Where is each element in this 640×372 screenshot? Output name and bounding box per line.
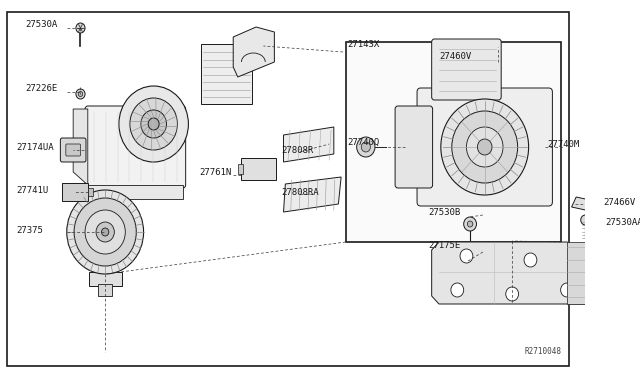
FancyBboxPatch shape [60, 138, 86, 162]
FancyBboxPatch shape [66, 144, 81, 156]
Circle shape [524, 253, 537, 267]
Text: 27466V: 27466V [604, 198, 636, 206]
Circle shape [76, 23, 85, 33]
Polygon shape [88, 185, 183, 199]
Text: 27740Q: 27740Q [348, 138, 380, 147]
Text: 27174UA: 27174UA [17, 142, 54, 151]
Circle shape [130, 98, 177, 150]
Circle shape [67, 190, 143, 274]
Text: R2710048: R2710048 [525, 347, 561, 356]
Circle shape [141, 110, 166, 138]
Circle shape [78, 92, 83, 96]
Circle shape [102, 228, 109, 236]
Circle shape [460, 249, 473, 263]
Polygon shape [73, 109, 88, 185]
Circle shape [451, 283, 464, 297]
Text: 27375: 27375 [17, 225, 44, 234]
Polygon shape [284, 127, 334, 162]
Text: 27808RA: 27808RA [282, 187, 319, 196]
Bar [98, 284, 113, 296]
Text: 27761N: 27761N [200, 167, 232, 176]
Polygon shape [431, 242, 586, 304]
Text: 27530A: 27530A [26, 19, 58, 29]
Bar [88, 188, 93, 196]
Circle shape [477, 139, 492, 155]
Polygon shape [572, 197, 599, 212]
Circle shape [441, 99, 529, 195]
Circle shape [580, 215, 590, 225]
Text: 27808R: 27808R [282, 145, 314, 154]
Text: 27741U: 27741U [17, 186, 49, 195]
Bar [201, 44, 252, 104]
Circle shape [361, 142, 371, 152]
FancyBboxPatch shape [395, 106, 433, 188]
Polygon shape [233, 27, 275, 77]
Bar [62, 183, 88, 201]
Bar [238, 164, 243, 174]
Circle shape [506, 287, 518, 301]
Text: 27530B: 27530B [428, 208, 460, 217]
Circle shape [356, 137, 375, 157]
Circle shape [85, 210, 125, 254]
FancyBboxPatch shape [417, 88, 552, 206]
Text: 27143X: 27143X [348, 39, 380, 48]
Circle shape [452, 111, 518, 183]
Bar [89, 272, 122, 286]
Circle shape [467, 221, 473, 227]
Circle shape [96, 222, 115, 242]
Polygon shape [567, 242, 586, 304]
Polygon shape [284, 177, 341, 212]
Circle shape [119, 86, 188, 162]
FancyBboxPatch shape [431, 39, 501, 100]
Circle shape [464, 217, 477, 231]
Text: 27226E: 27226E [26, 83, 58, 93]
Bar [346, 42, 561, 242]
FancyBboxPatch shape [85, 106, 186, 188]
Text: 27530AA: 27530AA [605, 218, 640, 227]
Circle shape [76, 89, 85, 99]
Circle shape [74, 198, 136, 266]
Text: 27460V: 27460V [439, 51, 471, 61]
Text: 27175E: 27175E [428, 241, 460, 250]
Bar [241, 158, 276, 180]
Circle shape [561, 283, 573, 297]
Circle shape [467, 127, 503, 167]
Circle shape [148, 118, 159, 130]
Text: 27740M: 27740M [547, 140, 579, 148]
